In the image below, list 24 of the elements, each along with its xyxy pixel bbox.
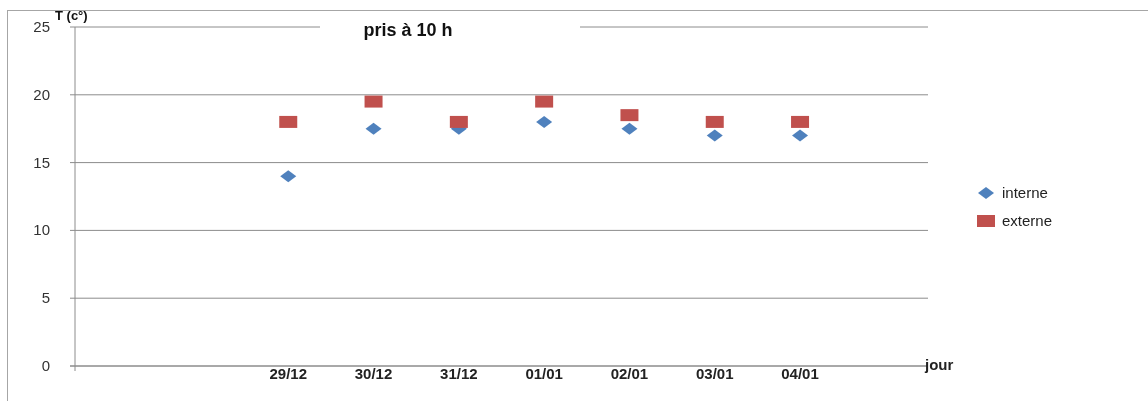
y-tick-label: 15 <box>33 153 50 171</box>
point <box>621 122 638 135</box>
x-tick-label: 31/12 <box>440 365 478 382</box>
y-axis-title: T (c°) <box>55 8 88 23</box>
x-tick-label: 30/12 <box>354 365 393 382</box>
chart-title: pris à 10 h <box>363 20 453 40</box>
x-tick-label: 04/01 <box>781 365 819 382</box>
legend-label: externe <box>1002 212 1053 229</box>
point <box>536 115 553 128</box>
x-axis-title: jour <box>924 356 954 373</box>
y-tick-label: 0 <box>41 357 50 374</box>
legend-label: interne <box>1002 184 1048 201</box>
y-tick-label: 25 <box>33 18 50 35</box>
y-tick-label: 5 <box>41 289 50 307</box>
x-tick-label: 03/01 <box>695 365 734 382</box>
y-tick-label: 10 <box>33 221 50 239</box>
point <box>280 170 297 183</box>
point <box>792 129 809 142</box>
point <box>365 122 382 135</box>
x-tick-label: 02/01 <box>610 365 649 382</box>
point <box>706 129 723 142</box>
x-tick-label: 29/12 <box>269 365 308 382</box>
y-tick-label: 20 <box>33 85 50 103</box>
x-tick-label: 01/01 <box>525 365 563 382</box>
